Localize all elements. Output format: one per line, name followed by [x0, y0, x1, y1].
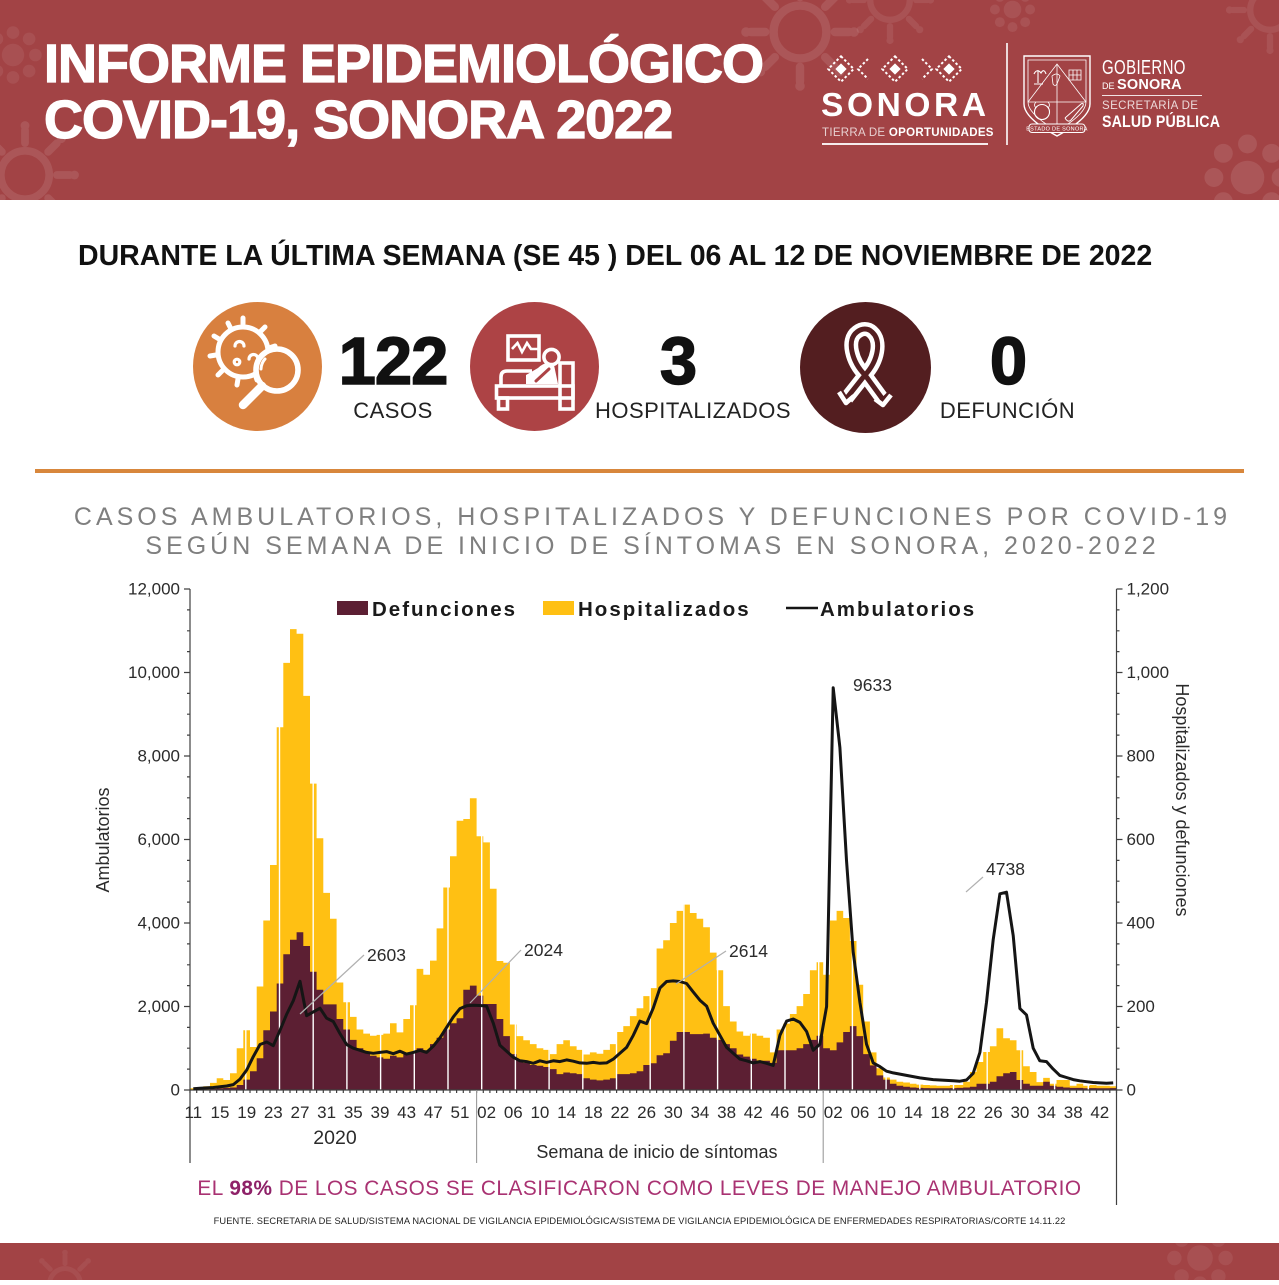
svg-text:Hospitalizados y defunciones: Hospitalizados y defunciones: [1172, 683, 1192, 916]
svg-text:18: 18: [584, 1103, 603, 1122]
svg-text:1,000: 1,000: [1127, 663, 1170, 682]
svg-text:0: 0: [1127, 1081, 1136, 1100]
svg-text:2603: 2603: [367, 945, 406, 965]
svg-text:0: 0: [171, 1081, 180, 1100]
svg-text:06: 06: [504, 1103, 523, 1122]
svg-text:15: 15: [211, 1103, 230, 1122]
svg-text:46: 46: [770, 1103, 789, 1122]
svg-text:51: 51: [451, 1103, 470, 1122]
svg-text:31: 31: [317, 1103, 336, 1122]
svg-text:47: 47: [424, 1103, 443, 1122]
svg-text:26: 26: [984, 1103, 1003, 1122]
svg-text:42: 42: [744, 1103, 763, 1122]
svg-text:2024: 2024: [524, 940, 563, 960]
svg-text:22: 22: [610, 1103, 629, 1122]
svg-text:38: 38: [717, 1103, 736, 1122]
svg-text:26: 26: [637, 1103, 656, 1122]
svg-text:19: 19: [237, 1103, 256, 1122]
svg-text:27: 27: [291, 1103, 310, 1122]
svg-text:400: 400: [1127, 914, 1155, 933]
svg-text:11: 11: [184, 1103, 202, 1122]
svg-text:14: 14: [904, 1103, 923, 1122]
svg-text:14: 14: [557, 1103, 576, 1122]
svg-text:2614: 2614: [729, 941, 768, 961]
svg-text:10: 10: [877, 1103, 896, 1122]
svg-text:800: 800: [1127, 747, 1155, 766]
svg-text:ESTADO DE SONORA: ESTADO DE SONORA: [1026, 127, 1088, 133]
svg-text:39: 39: [371, 1103, 390, 1122]
svg-text:02: 02: [477, 1103, 496, 1122]
svg-text:Semana de inicio de síntomas: Semana de inicio de síntomas: [536, 1142, 777, 1162]
svg-text:4,000: 4,000: [137, 914, 180, 933]
svg-text:38: 38: [1064, 1103, 1083, 1122]
svg-text:50: 50: [797, 1103, 816, 1122]
svg-text:2020: 2020: [313, 1127, 357, 1149]
svg-text:22: 22: [957, 1103, 976, 1122]
svg-text:Defunciones: Defunciones: [372, 598, 517, 621]
svg-text:1,200: 1,200: [1127, 580, 1170, 599]
svg-text:42: 42: [1090, 1103, 1109, 1122]
svg-text:23: 23: [264, 1103, 283, 1122]
svg-text:6,000: 6,000: [137, 830, 180, 849]
svg-text:34: 34: [690, 1103, 709, 1122]
svg-text:Ambulatorios: Ambulatorios: [820, 598, 976, 621]
svg-text:Hospitalizados: Hospitalizados: [578, 598, 751, 621]
svg-text:10,000: 10,000: [128, 663, 180, 682]
svg-text:18: 18: [930, 1103, 949, 1122]
svg-text:200: 200: [1127, 997, 1155, 1016]
svg-text:10: 10: [530, 1103, 549, 1122]
svg-text:02: 02: [824, 1103, 843, 1122]
svg-text:4738: 4738: [986, 859, 1025, 879]
svg-text:12,000: 12,000: [128, 580, 180, 599]
svg-text:30: 30: [1010, 1103, 1029, 1122]
svg-text:Ambulatorios: Ambulatorios: [93, 787, 113, 892]
svg-text:43: 43: [397, 1103, 416, 1122]
svg-text:06: 06: [850, 1103, 869, 1122]
svg-text:9633: 9633: [853, 675, 892, 695]
svg-text:600: 600: [1127, 830, 1155, 849]
svg-text:8,000: 8,000: [137, 747, 180, 766]
svg-text:35: 35: [344, 1103, 363, 1122]
svg-text:30: 30: [664, 1103, 683, 1122]
svg-text:34: 34: [1037, 1103, 1056, 1122]
svg-text:2,000: 2,000: [137, 997, 180, 1016]
